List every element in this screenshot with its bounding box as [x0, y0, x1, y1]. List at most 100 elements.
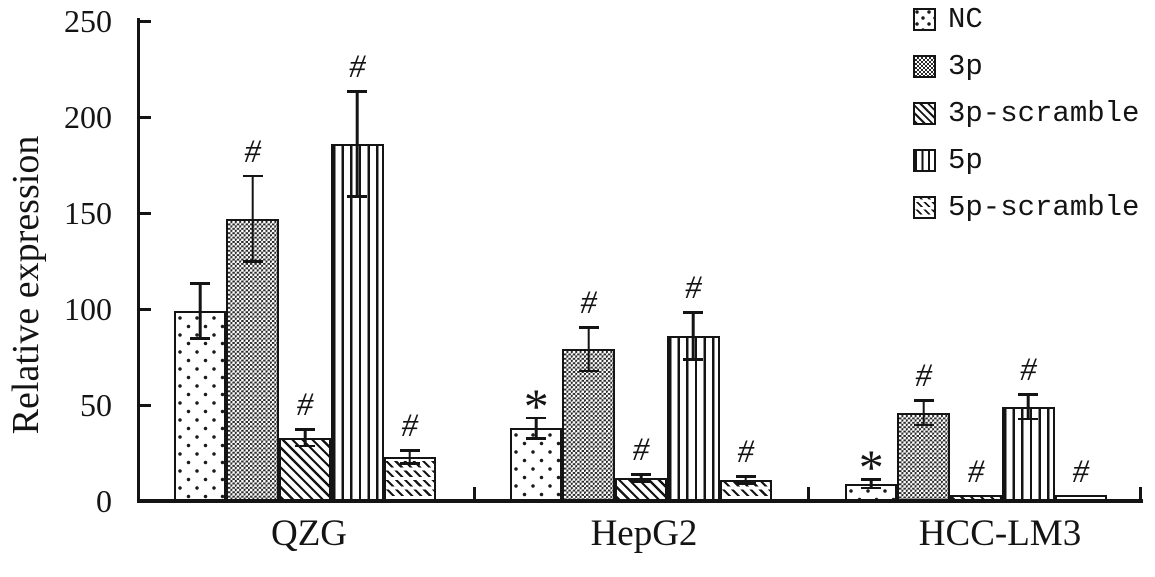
y-tick — [137, 19, 151, 23]
error-bar-cap-bottom — [242, 260, 263, 263]
y-tick-label: 200 — [64, 99, 112, 135]
x-tick — [807, 487, 810, 499]
error-bar-cap-bottom — [683, 358, 704, 361]
error-bar-cap-top — [295, 428, 315, 431]
bar-3p — [897, 412, 950, 501]
bar-5p — [667, 335, 720, 501]
significance-hash: # — [1072, 454, 1090, 491]
legend-item: 3p — [913, 49, 1139, 83]
error-bar-cap-bottom — [190, 337, 211, 340]
legend-item: 5p-scramble — [913, 190, 1140, 224]
significance-star: * — [858, 438, 884, 495]
error-bar-cap-bottom — [861, 486, 882, 490]
significance-hash: # — [401, 408, 419, 445]
error-bar-cap-bottom — [578, 369, 599, 373]
significance-hash: # — [737, 434, 755, 471]
error-bar — [295, 428, 315, 448]
error-bar-line — [251, 174, 254, 263]
legend-swatch-checker — [913, 54, 936, 78]
bar-NC — [510, 428, 563, 501]
bar-3p — [226, 218, 279, 501]
error-bar-cap-top — [861, 477, 882, 481]
bar-NC — [174, 310, 227, 501]
legend-label: 3p-scramble — [948, 96, 1140, 130]
error-bar — [347, 90, 368, 198]
bar-5p-scramble — [1054, 495, 1107, 501]
error-bar-cap-top — [242, 174, 263, 178]
significance-hash: # — [915, 358, 932, 395]
error-bar-cap-top — [631, 473, 651, 476]
significance-hash: # — [580, 285, 597, 322]
error-bar — [683, 310, 704, 361]
significance-hash: # — [349, 49, 366, 86]
legend-swatch-diagdash — [913, 195, 936, 219]
error-bar — [913, 399, 934, 427]
error-bar-cap-top — [578, 326, 599, 329]
legend-label: 5p-scramble — [948, 190, 1140, 224]
y-tick-label: 150 — [64, 195, 112, 231]
error-bar-cap-top — [1018, 393, 1039, 397]
legend-swatch-dots — [913, 7, 936, 31]
error-bar — [861, 477, 882, 490]
error-bar-cap-top — [347, 90, 368, 93]
error-bar-cap-top — [913, 399, 934, 402]
legend-label: 5p — [948, 143, 983, 177]
error-bar-line — [356, 90, 359, 198]
legend-item: 5p — [913, 143, 1139, 177]
error-bar — [578, 326, 599, 373]
significance-hash: # — [244, 133, 261, 170]
error-bar-line — [303, 428, 307, 448]
significance-hash: # — [632, 432, 650, 469]
error-bar-line — [639, 473, 643, 483]
y-tick — [137, 115, 151, 119]
error-bar-cap-bottom — [1018, 417, 1039, 421]
bar-5p — [1002, 406, 1055, 501]
y-axis-line — [137, 18, 140, 503]
error-bar-cap-top — [735, 475, 756, 478]
error-bar — [735, 475, 756, 485]
legend-item: NC — [913, 2, 1139, 36]
significance-hash: # — [296, 387, 314, 424]
error-bar — [242, 174, 263, 263]
error-bar — [526, 416, 547, 440]
bar-3p-scramble — [949, 495, 1003, 501]
error-bar — [399, 449, 420, 465]
error-bar-line — [869, 477, 873, 490]
error-bar-cap-top — [526, 416, 547, 420]
legend-swatch-diag — [913, 101, 936, 125]
error-bar — [631, 473, 651, 483]
bar-3p-scramble — [614, 477, 668, 501]
legend: NC 3p 3p-scramble 5p 5p-scramble — [913, 2, 1140, 241]
error-bar-line — [692, 310, 695, 361]
x-category-label: HCC-LM3 — [918, 513, 1082, 554]
error-bar-cap-bottom — [399, 461, 420, 465]
error-bar-cap-bottom — [295, 444, 315, 448]
error-bar-line — [587, 326, 590, 373]
error-bar — [1018, 393, 1039, 421]
legend-label: NC — [948, 2, 983, 36]
error-bar-cap-bottom — [631, 480, 651, 483]
legend-swatch-vert — [913, 148, 936, 172]
y-tick-label: 0 — [96, 483, 112, 519]
legend-item: 3p-scramble — [913, 96, 1140, 130]
error-bar-cap-top — [190, 282, 211, 285]
bar-3p — [562, 349, 615, 501]
error-bar-line — [922, 399, 925, 427]
x-tick — [1139, 487, 1142, 499]
error-bar-line — [744, 475, 748, 485]
error-bar-cap-bottom — [913, 423, 934, 427]
significance-star: * — [523, 377, 549, 434]
error-bar-line — [1027, 393, 1030, 421]
y-tick — [137, 211, 151, 215]
x-tick — [473, 487, 476, 499]
y-tick-label: 250 — [64, 3, 112, 39]
bar-5p — [331, 143, 384, 501]
error-bar-cap-bottom — [735, 482, 756, 485]
legend-label: 3p — [948, 49, 983, 83]
y-tick — [137, 403, 151, 407]
y-tick-label: 100 — [64, 291, 112, 327]
x-category-label: QZG — [270, 513, 348, 554]
error-bar-cap-top — [683, 310, 704, 314]
significance-hash: # — [1020, 352, 1037, 389]
